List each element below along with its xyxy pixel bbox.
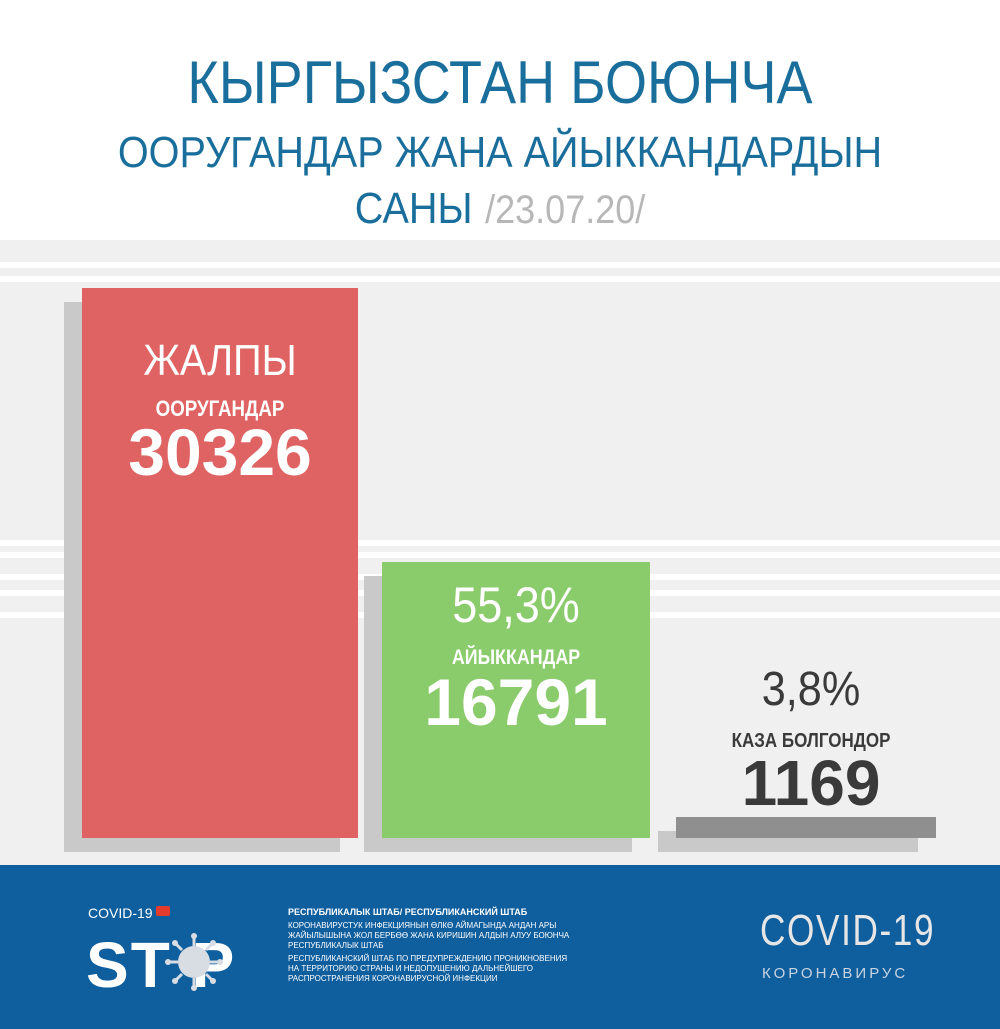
covid19-logo: COVID-19 [760, 906, 936, 955]
total-subtitle: ООРУГАНДАР [155, 396, 285, 421]
footer [0, 865, 1000, 1029]
divider-stripe [0, 540, 1000, 546]
bar-recovered [382, 562, 650, 838]
divider-stripe [0, 262, 1000, 268]
title-line-3-text: САНЫ [354, 184, 473, 233]
deaths-value: 1169 [741, 747, 881, 819]
info-russian: РЕСПУБЛИКАНСКИЙ ШТАБ ПО ПРЕДУПРЕЖДЕНИЮ П… [288, 954, 568, 983]
covid-small-label: COVID-19 [88, 905, 153, 921]
divider-stripe [0, 552, 1000, 558]
bar-total-cases [82, 288, 358, 838]
deaths-percent: 3,8% [761, 663, 861, 716]
info-kyrgyz: КОРОНАВИРУСТУК ИНФЕКЦИЯНЫН ӨЛКӨ АЙМАГЫНД… [288, 921, 570, 950]
title-line-3: САНЫ/23.07.20/ [50, 184, 950, 234]
bar-deaths [676, 816, 936, 838]
divider-stripe [0, 276, 1000, 282]
header: КЫРГЫЗСТАН БОЮНЧА ООРУГАНДАР ЖАНА АЙЫККА… [0, 0, 1000, 240]
report-date: /23.07.20/ [485, 188, 646, 232]
title-line-1: КЫРГЫЗСТАН БОЮНЧА [187, 49, 813, 116]
kyrgyz-flag-icon [156, 906, 170, 916]
title-line-2: ООРУГАНДАР ЖАНА АЙЫККАНДАРДЫН [117, 128, 883, 177]
recovered-value: 16791 [424, 665, 608, 739]
coronavirus-label: КОРОНАВИРУС [762, 965, 909, 982]
total-title: ЖАЛПЫ [143, 336, 297, 385]
total-value: 30326 [128, 415, 312, 489]
recovered-percent: 55,3% [452, 577, 580, 633]
deaths-subtitle: КАЗА БОЛГОНДОР [731, 730, 891, 752]
virus-icon [165, 933, 223, 991]
info-heading: РЕСПУБЛИКАЛЫК ШТАБ/ РЕСПУБЛИКАНСКИЙ ШТАБ [288, 907, 528, 917]
headquarters-info: РЕСПУБЛИКАЛЫК ШТАБ/ РЕСПУБЛИКАНСКИЙ ШТАБ… [288, 907, 578, 984]
recovered-subtitle: АЙЫККАНДАР [451, 646, 581, 669]
